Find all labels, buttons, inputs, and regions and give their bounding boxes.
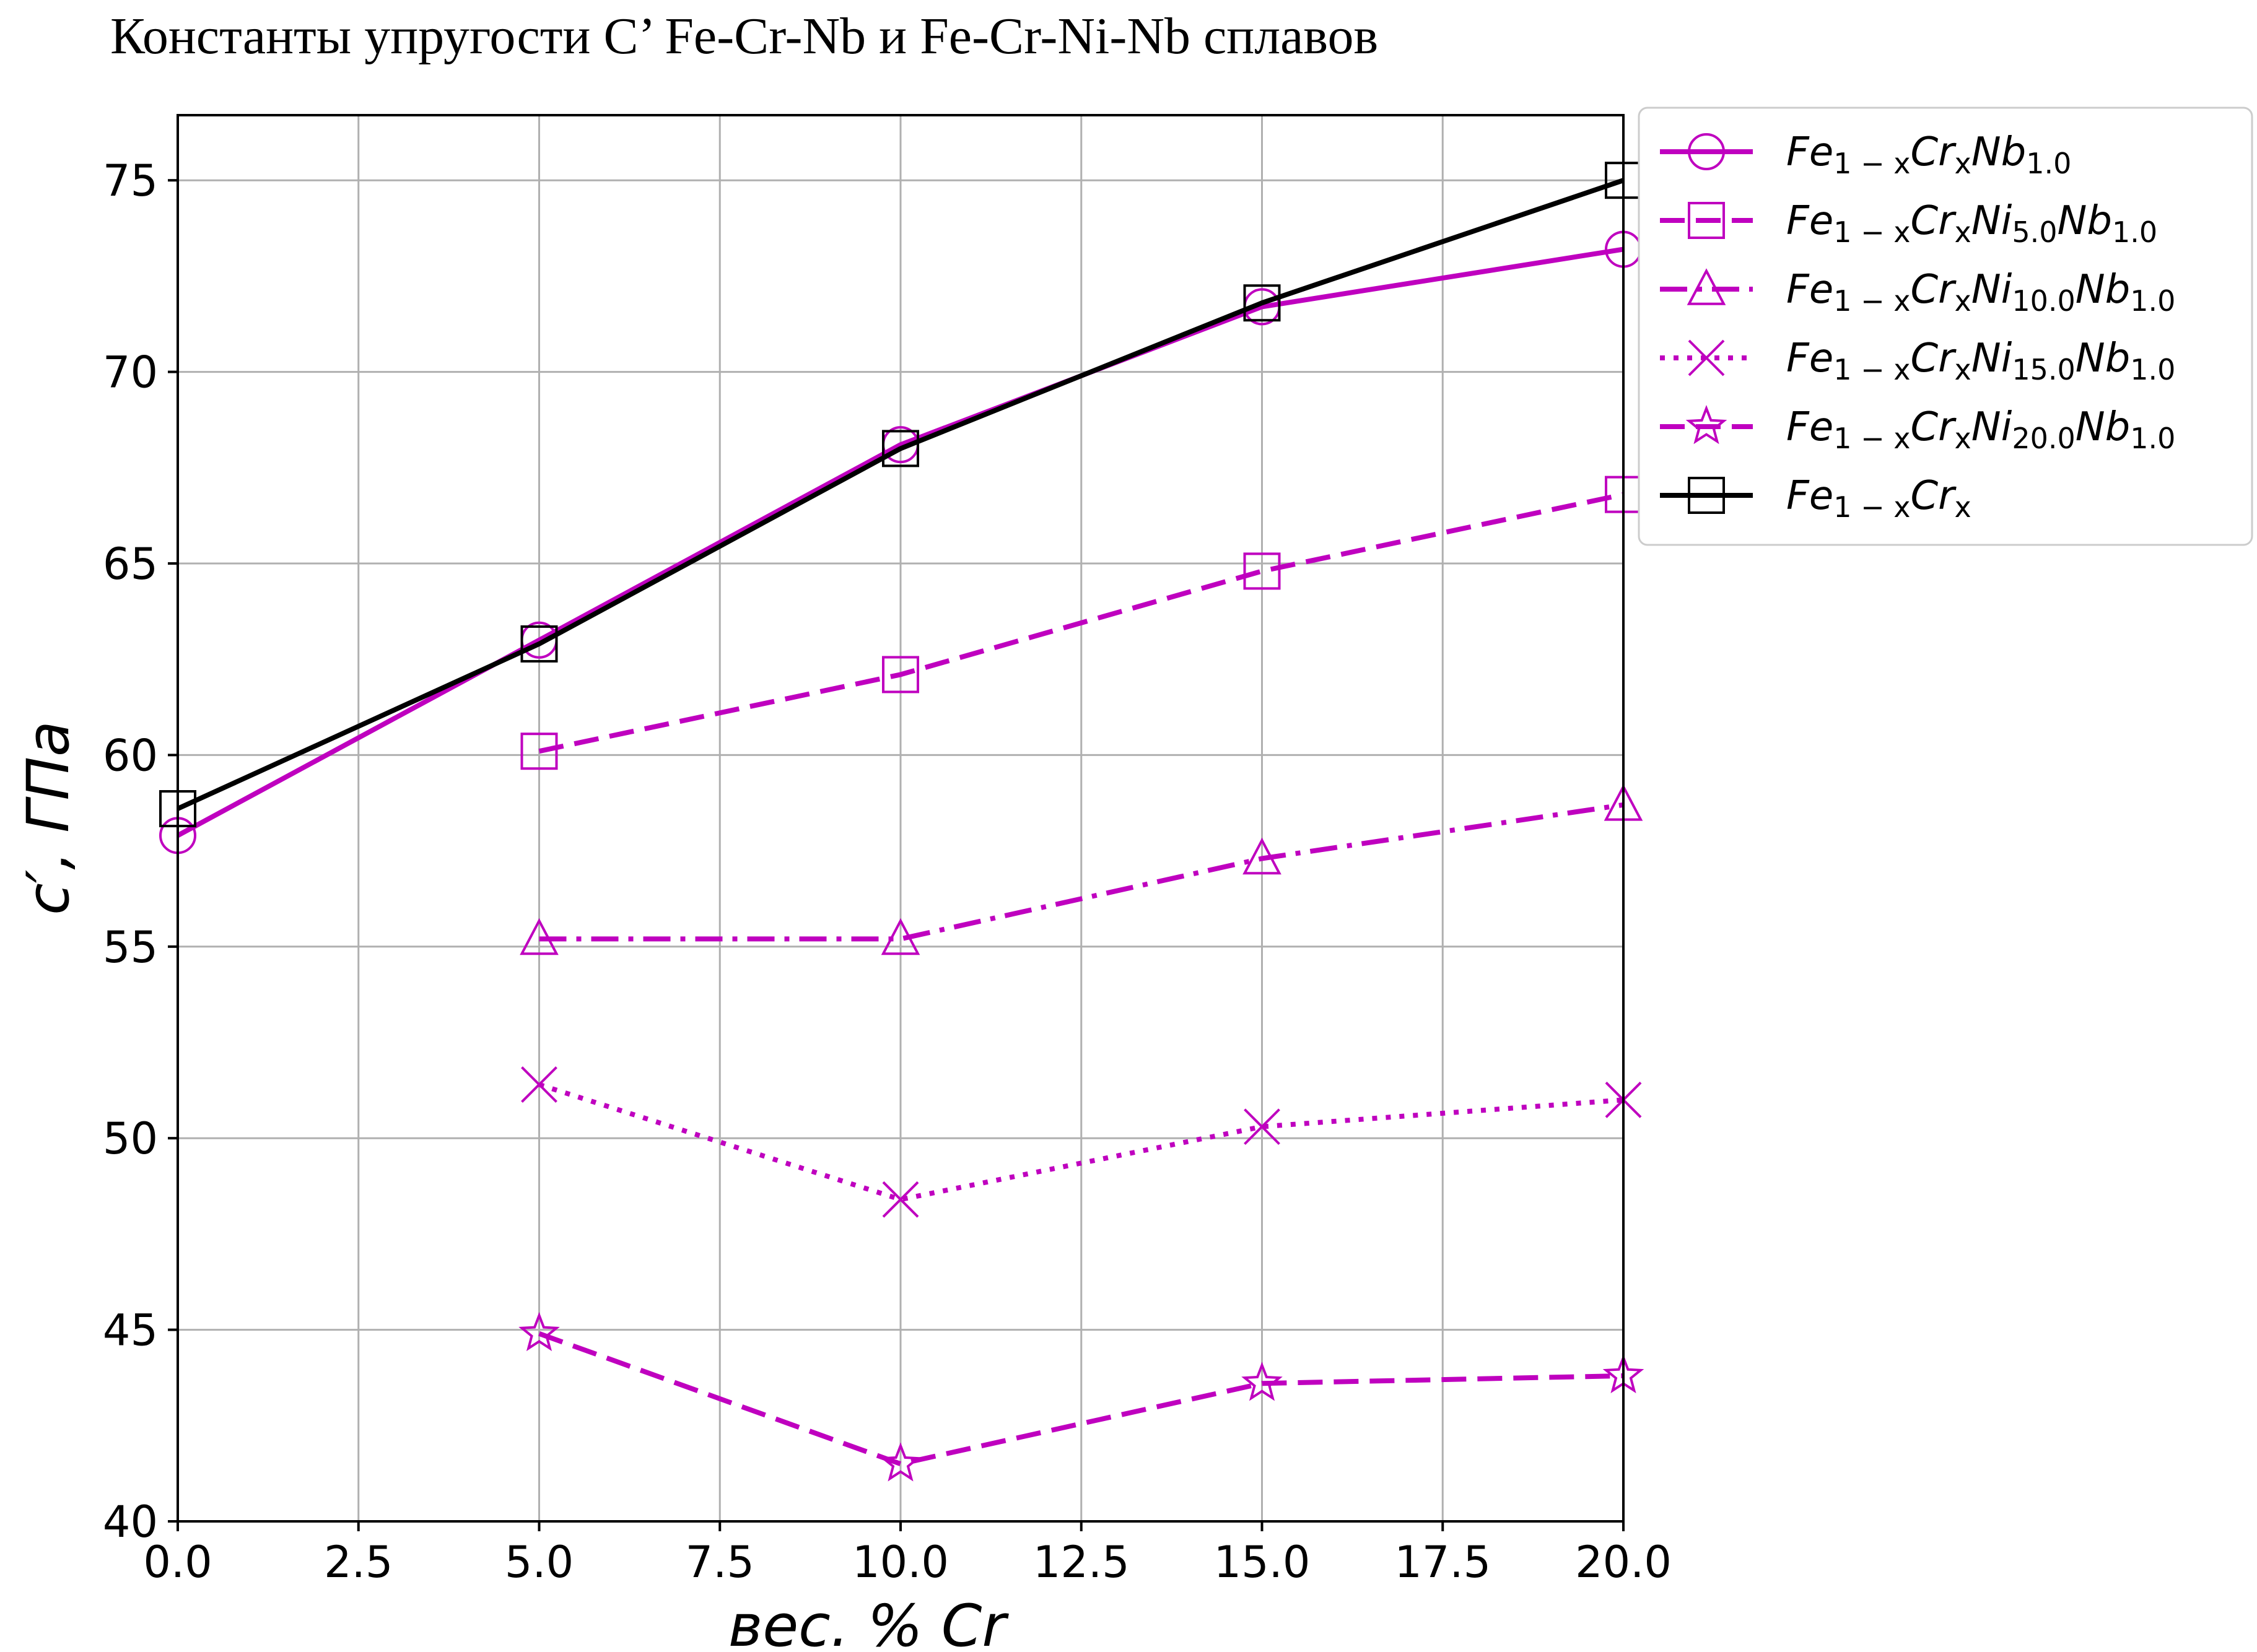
x-tick-label: 15.0 [1214, 1537, 1311, 1588]
y-tick-label: 70 [103, 347, 158, 398]
data-point-square [520, 625, 558, 663]
data-point-triangle [881, 918, 920, 955]
data-point-star [1241, 1362, 1283, 1401]
y-axis-label: c′, ГПа [15, 721, 82, 915]
axes: 0.0 2.5 5.0 7.5 10.0 12.5 15.0 17.5 20.0 40 45 50 55… [103, 155, 1672, 1588]
x-tick-label: 10.0 [852, 1537, 949, 1588]
data-point-triangle [1242, 837, 1281, 875]
legend-item: Fe1 − xCrxNi20.0Nb1.0 [1660, 404, 2175, 455]
data-point-square [1688, 202, 1725, 239]
series-line [177, 246, 1624, 838]
legend: Fe1 − xCrxNb1.0 Fe1 − xCrxNi5.0Nb1.0 Fe1 −… [1638, 107, 2253, 546]
y-tick-label: 45 [103, 1305, 158, 1356]
series-line [539, 802, 1624, 942]
legend-label: Fe1 − xCrxNi15.0Nb1.0 [1786, 336, 2175, 386]
data-point-square [882, 656, 919, 693]
y-tick-label: 55 [103, 922, 158, 973]
series-4 [518, 1311, 1644, 1482]
series-line [538, 1082, 1624, 1202]
x-axis-label: вес. % Cr [728, 1593, 1010, 1652]
x-tick-label: 17.5 [1394, 1537, 1491, 1588]
legend-item: Fe1 − xCrxNi5.0Nb1.0 [1660, 198, 2157, 249]
data-point-triangle [1687, 268, 1726, 305]
data-point-circle [1688, 133, 1725, 170]
series-line [538, 1331, 1624, 1467]
data-point-square [520, 733, 558, 770]
legend-label: Fe1 − xCrxNb1.0 [1786, 129, 2071, 180]
data-point-star [880, 1442, 922, 1482]
legend-label: Fe1 − xCrxNi5.0Nb1.0 [1786, 198, 2157, 249]
x-tick-label: 0.0 [143, 1537, 212, 1588]
series-3 [521, 1066, 1642, 1218]
y-tick-label: 50 [103, 1113, 158, 1164]
x-tick-label: 5.0 [505, 1537, 574, 1588]
data-point-x [882, 1181, 919, 1218]
x-tick-label: 7.5 [686, 1537, 754, 1588]
x-tick-label: 20.0 [1575, 1537, 1672, 1588]
chart-title: Константы упругости С’ Fe-Cr-Nb и Fe-Cr-… [110, 7, 1378, 65]
legend-item: Fe1 − xCrx [1660, 473, 1971, 524]
legend-item: Fe1 − xCrxNi15.0Nb1.0 [1660, 336, 2175, 386]
y-tick-label: 60 [103, 730, 158, 781]
data-point-square [1243, 552, 1281, 590]
legend-label: Fe1 − xCrxNi20.0Nb1.0 [1786, 404, 2175, 455]
data-point-star [518, 1311, 560, 1352]
data-point-square [882, 430, 919, 467]
legend-box [1638, 107, 2253, 546]
series-line [538, 492, 1624, 754]
data-point-triangle [520, 918, 559, 955]
grid [177, 115, 1625, 1523]
data-point-square [1688, 477, 1725, 514]
y-tick-label: 65 [103, 539, 158, 589]
legend-item: Fe1 − xCrxNb1.0 [1660, 129, 2071, 180]
data-point-x [1244, 1108, 1280, 1146]
series-line [177, 178, 1625, 811]
y-tick-label: 75 [103, 155, 158, 206]
y-tick-label: 40 [103, 1497, 158, 1547]
x-tick-label: 2.5 [324, 1537, 393, 1588]
data-point-x [1688, 339, 1725, 376]
legend-label: Fe1 − xCrxNi10.0Nb1.0 [1786, 267, 2175, 318]
data-point-square [1243, 284, 1281, 322]
data-point-star [1685, 405, 1727, 445]
legend-item: Fe1 − xCrxNi10.0Nb1.0 [1660, 267, 2175, 318]
series-layer [159, 162, 1644, 1482]
x-tick-label: 12.5 [1033, 1537, 1130, 1588]
data-point-x [521, 1066, 557, 1103]
legend-label: Fe1 − xCrx [1786, 473, 1971, 524]
